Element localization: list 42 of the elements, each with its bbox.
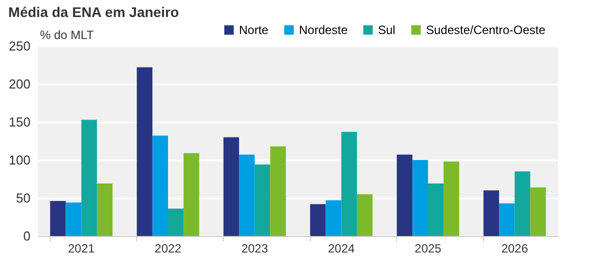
legend-label: Norte xyxy=(239,23,269,37)
bar xyxy=(499,203,515,236)
bar xyxy=(396,154,412,236)
bar xyxy=(326,200,342,236)
y-tick-label: 250 xyxy=(8,38,30,54)
bar xyxy=(483,190,500,236)
y-tick-label: 0 xyxy=(23,228,30,244)
x-tick-label: 2025 xyxy=(414,242,442,256)
bar xyxy=(514,171,530,236)
y-tick-label: 150 xyxy=(8,114,30,130)
y-tick-label: 100 xyxy=(8,152,30,168)
x-tick-label: 2024 xyxy=(328,242,356,256)
x-tick-label: 2021 xyxy=(68,242,96,256)
bar xyxy=(96,184,113,236)
x-tick-label: 2026 xyxy=(501,242,528,256)
bar xyxy=(223,137,240,236)
legend-label: Sudeste/Centro-Oeste xyxy=(426,23,546,37)
bar xyxy=(356,194,373,236)
bar xyxy=(444,162,460,236)
bar xyxy=(184,153,200,236)
legend-label: Nordeste xyxy=(299,23,348,37)
bar xyxy=(530,187,546,236)
bar xyxy=(341,132,357,236)
bar xyxy=(136,67,152,236)
bar xyxy=(310,204,326,236)
x-tick-label: 2023 xyxy=(241,242,268,256)
bar xyxy=(81,120,97,236)
bar xyxy=(66,202,82,236)
bar xyxy=(152,136,168,236)
chart-title: Média da ENA em Janeiro xyxy=(8,4,179,20)
bar xyxy=(428,184,444,236)
y-axis-title: % do MLT xyxy=(40,28,94,42)
y-tick-label: 50 xyxy=(16,190,30,206)
bar xyxy=(168,208,184,236)
bar xyxy=(239,154,255,236)
y-tick-label: 200 xyxy=(8,76,30,92)
bar xyxy=(412,160,428,236)
legend-label: Sul xyxy=(378,23,396,37)
bar xyxy=(50,201,66,236)
x-tick-label: 2022 xyxy=(154,242,182,256)
bar xyxy=(270,146,286,236)
bar xyxy=(254,164,270,236)
